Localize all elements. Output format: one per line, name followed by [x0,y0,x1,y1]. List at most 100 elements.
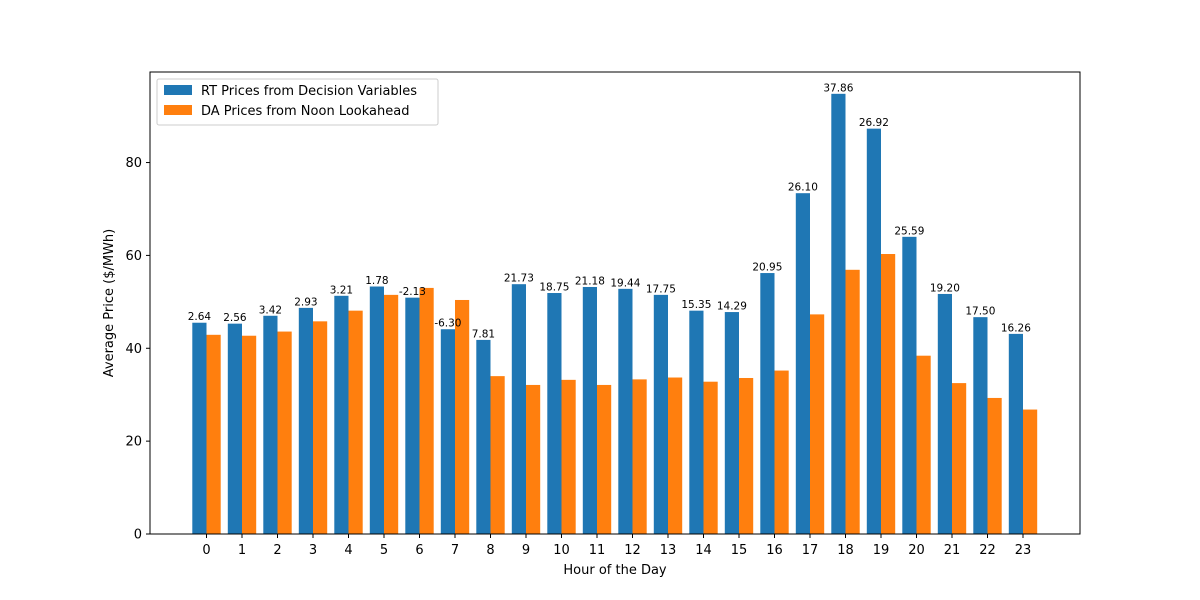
data-label-19: 26.92 [859,117,889,129]
bar-da-17 [810,314,825,534]
legend-swatch-rt [164,85,192,95]
bar-rt-3 [298,307,313,534]
bar-da-21 [952,383,967,534]
data-label-20: 25.59 [894,225,924,237]
legend-label-rt: RT Prices from Decision Variables [201,84,417,99]
x-tick-label: 4 [344,543,352,558]
bar-da-7 [455,299,470,534]
x-tick-label: 17 [802,543,819,558]
y-tick-label: 20 [125,435,142,450]
x-tick-label: 22 [979,543,996,558]
x-tick-label: 3 [309,543,317,558]
data-label-14: 15.35 [681,299,711,311]
x-tick-label: 23 [1015,543,1032,558]
data-labels-layer: 2.64 2.56 3.42 2.93 3.21 1.78 -2.13 -6.30 7.81 21… [188,82,1032,340]
bar-da-13 [668,377,683,534]
bar-rt-8 [476,339,491,534]
data-label-16: 20.95 [752,262,782,274]
bar-rt-18 [831,93,846,534]
bar-da-2 [277,331,292,534]
data-label-12: 19.44 [610,277,640,289]
data-label-11: 21.18 [575,275,605,287]
y-ticks-layer: 0 20 40 60 80 [125,156,150,543]
y-tick-label: 80 [125,156,142,171]
bar-da-6 [419,287,434,534]
x-tick-label: 9 [522,543,530,558]
y-tick-label: 40 [125,342,142,357]
bar-rt-7 [440,329,455,534]
y-tick-label: 60 [125,249,142,264]
bar-rt-10 [547,293,562,534]
data-label-21: 19.20 [930,282,960,294]
bar-da-15 [739,377,754,534]
legend-label-da: DA Prices from Noon Lookahead [201,104,409,119]
y-axis-title: Average Price ($/MWh) [102,229,117,377]
bar-rt-19 [866,128,881,534]
bar-da-4 [348,310,363,534]
bar-rt-23 [1008,333,1023,534]
x-tick-label: 8 [486,543,494,558]
bar-rt-2 [263,315,278,534]
bar-rt-1 [227,323,242,534]
bar-rt-16 [760,273,775,534]
x-tick-label: 10 [553,543,570,558]
bar-rt-22 [973,317,988,534]
data-label-9: 21.73 [504,273,534,285]
x-tick-label: 21 [944,543,961,558]
bar-da-3 [313,321,328,534]
x-tick-label: 12 [624,543,641,558]
bar-da-19 [881,254,896,534]
bar-rt-5 [369,286,384,534]
bar-da-16 [774,370,789,534]
x-tick-label: 20 [908,543,925,558]
x-tick-label: 6 [415,543,423,558]
bar-rt-21 [937,293,952,534]
bar-da-8 [490,376,505,534]
data-label-13: 17.75 [646,283,676,295]
bar-rt-0 [192,322,207,534]
data-label-23: 16.26 [1001,322,1031,334]
bar-rt-9 [511,284,526,534]
data-label-0: 2.64 [188,311,212,323]
x-tick-label: 18 [837,543,854,558]
bar-da-1 [242,335,257,534]
data-label-15: 14.29 [717,301,747,313]
bar-rt-12 [618,288,633,534]
bars-layer [192,93,1038,534]
bar-da-20 [916,355,931,534]
data-label-5: 1.78 [365,275,388,287]
x-tick-label: 7 [451,543,459,558]
data-label-2: 3.42 [259,304,282,316]
data-label-3: 2.93 [294,296,317,308]
data-label-6: -2.13 [399,286,426,298]
x-axis-title: Hour of the Day [563,563,667,578]
legend-box [156,78,439,126]
x-tick-label: 13 [660,543,677,558]
x-tick-label: 11 [589,543,606,558]
bar-rt-15 [724,312,739,534]
data-label-7: -6.30 [434,318,461,330]
bar-rt-14 [689,310,704,534]
bar-da-22 [987,397,1002,534]
x-tick-label: 19 [873,543,890,558]
legend: RT Prices from Decision Variables DA Pri… [156,78,439,126]
data-label-10: 18.75 [539,282,569,294]
legend-swatch-da [164,105,192,115]
x-tick-label: 2 [273,543,281,558]
bar-da-11 [597,384,612,534]
bar-da-18 [845,269,860,534]
data-label-18: 37.86 [823,82,853,94]
data-label-4: 3.21 [330,284,353,296]
bar-rt-20 [902,236,917,534]
bar-da-10 [561,379,576,534]
x-ticks-layer: 0 1 2 3 4 5 6 7 8 9 10 11 12 13 14 15 16 17 18 19 20 21 22 23 [202,534,1031,558]
bar-rt-11 [582,286,597,534]
y-tick-label: 0 [134,528,142,543]
bar-rt-6 [405,297,420,534]
bar-da-0 [206,334,221,534]
data-label-8: 7.81 [472,328,495,340]
x-tick-label: 0 [202,543,210,558]
bar-da-12 [632,379,647,534]
